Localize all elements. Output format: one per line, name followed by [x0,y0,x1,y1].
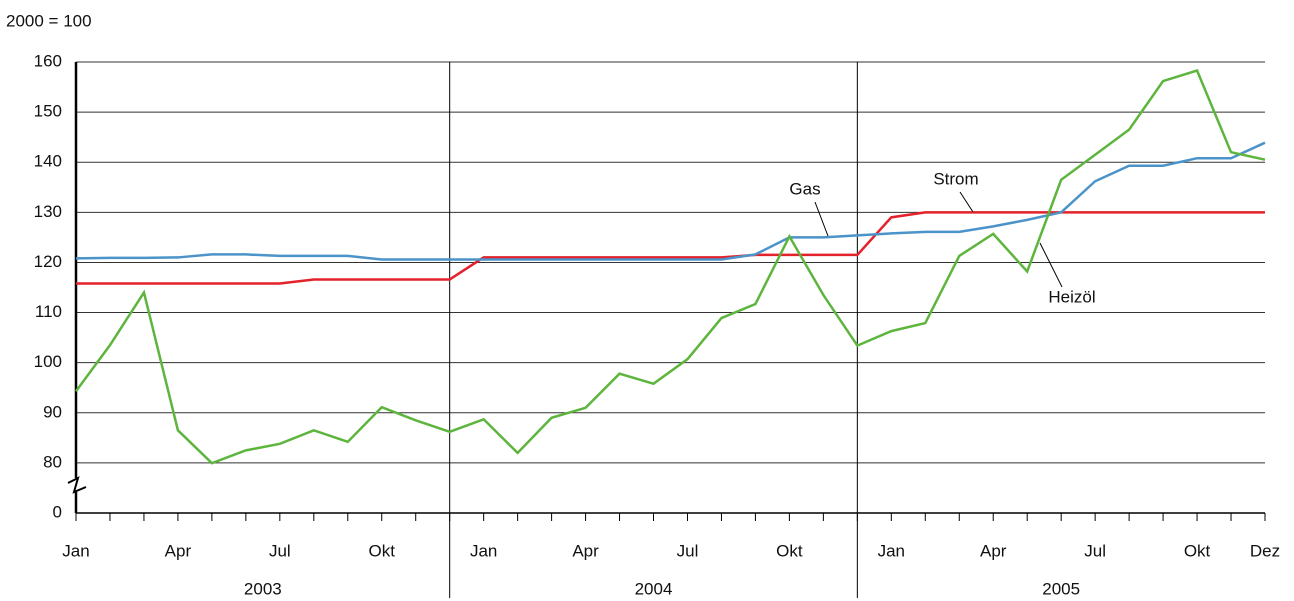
series-label: Heizöl [1048,287,1095,306]
series-label: Gas [789,179,820,198]
y-tick-label: 90 [43,402,62,421]
label-leader [814,201,829,237]
x-tick-label: Apr [165,541,192,560]
x-tick-label: Jul [677,541,699,560]
y-tick-label: 110 [35,302,62,321]
x-tick-label: Jan [878,541,905,560]
x-tick-label: Dez [1250,541,1280,560]
y-tick-label: 140 [34,152,62,171]
series-line [76,211,1265,285]
y-tick-label: 0 [53,502,62,521]
y-tick-label: 120 [34,252,62,271]
x-tick-label: Jul [1084,541,1106,560]
y-tick-label: 130 [34,202,62,221]
y-axis-label: 2000 = 100 [6,11,92,30]
label-leader [959,191,974,213]
label-leader [1039,242,1063,288]
y-tick-label: 100 [34,352,62,371]
x-tick-label: Okt [369,541,396,560]
x-tick-label: Okt [776,541,803,560]
y-tick-label: 80 [43,452,62,471]
x-tick-label: Jan [62,541,89,560]
year-label: 2005 [1042,579,1080,598]
series-line [74,68,1266,465]
series-label: Strom [933,169,978,188]
axis-break [67,476,87,494]
x-tick-label: Apr [572,541,599,560]
y-tick-label: 160 [34,51,62,70]
series-line [75,141,1266,261]
year-label: 2004 [635,579,673,598]
year-label: 2003 [244,579,282,598]
y-tick-label: 150 [34,102,62,121]
x-tick-label: Jul [269,541,291,560]
x-tick-label: Okt [1184,541,1211,560]
x-tick-label: Jan [470,541,497,560]
x-tick-label: Apr [980,541,1007,560]
